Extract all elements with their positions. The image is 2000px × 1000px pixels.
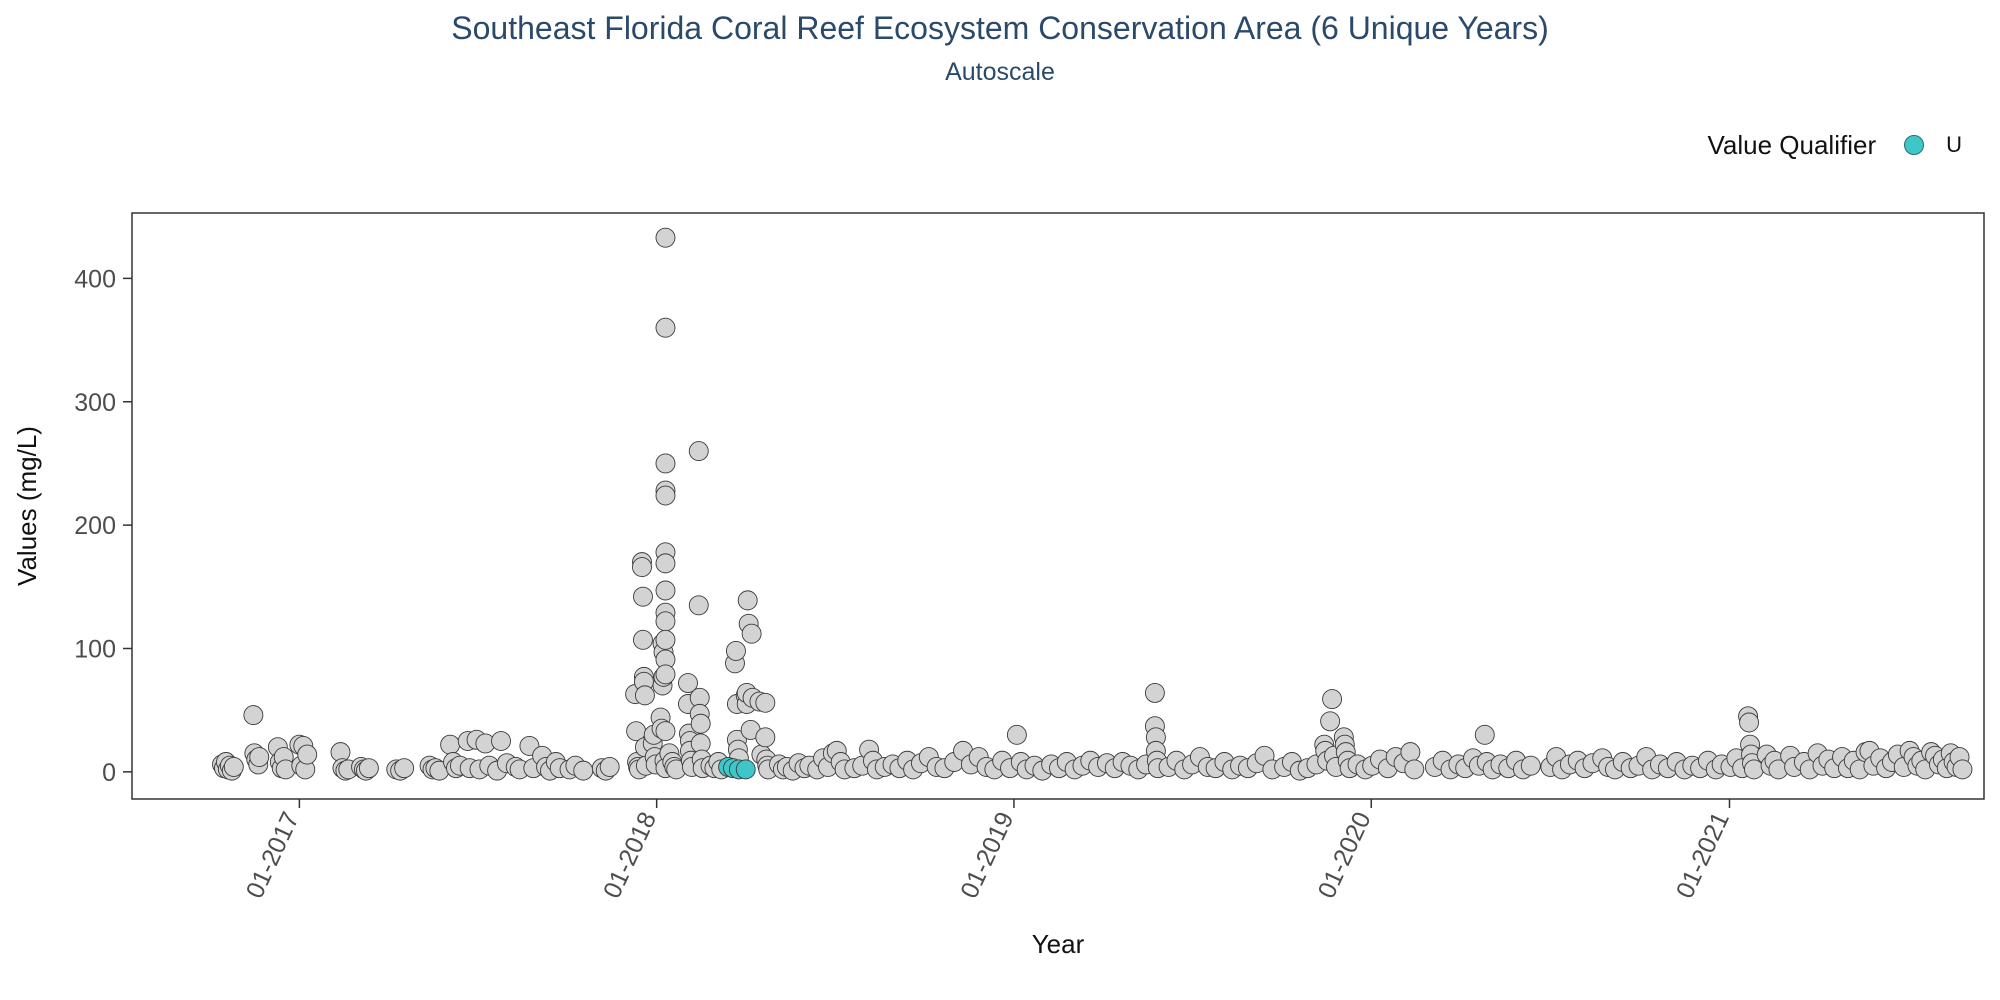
y-tick-label: 300 — [74, 389, 116, 417]
data-point — [655, 629, 676, 650]
data-point — [243, 705, 264, 726]
y-tick-label: 200 — [74, 512, 116, 540]
data-point — [655, 721, 676, 742]
data-point — [358, 758, 379, 779]
y-axis-title: Values (mg/L) — [12, 426, 42, 586]
data-point — [1400, 742, 1421, 763]
legend-label-u: U — [1946, 132, 1962, 157]
data-point — [223, 756, 244, 777]
plot-panel — [131, 212, 1985, 800]
data-point — [741, 623, 762, 644]
y-tick-label: 0 — [102, 759, 116, 787]
data-point — [599, 756, 620, 777]
data-point — [688, 595, 709, 616]
data-point — [491, 731, 511, 751]
data-point — [737, 590, 758, 611]
x-axis-title: Year — [1032, 929, 1085, 959]
data-point — [1520, 755, 1541, 776]
data-point — [1744, 759, 1764, 780]
data-point — [690, 713, 711, 734]
data-point — [655, 664, 676, 685]
data-point — [1144, 682, 1165, 703]
data-point — [1320, 711, 1341, 732]
data-point — [573, 760, 594, 781]
data-point — [655, 553, 676, 574]
data-point — [688, 441, 709, 462]
y-tick-label: 100 — [74, 635, 116, 663]
data-point — [633, 586, 653, 607]
data-point — [249, 747, 270, 768]
data-point — [1474, 724, 1495, 745]
data-point — [678, 673, 698, 693]
data-point — [297, 744, 318, 765]
legend-title: Value Qualifier — [1707, 129, 1877, 160]
data-point-u — [735, 759, 756, 780]
data-point — [655, 580, 676, 601]
x-tick-label: 01-2021 — [1671, 808, 1735, 903]
data-point — [726, 641, 746, 661]
data-point — [655, 485, 676, 506]
data-point — [655, 611, 676, 632]
data-point — [755, 727, 776, 748]
data-point — [1404, 759, 1425, 780]
data-point — [440, 734, 461, 755]
data-point — [655, 317, 676, 338]
data-point — [1006, 724, 1027, 745]
data-point — [394, 758, 415, 779]
chart-subtitle: Autoscale — [945, 58, 1055, 86]
data-point — [1952, 759, 1973, 780]
legend-key-u — [1904, 135, 1925, 155]
chart-title: Southeast Florida Coral Reef Ecosystem C… — [451, 10, 1549, 46]
data-point — [632, 557, 652, 578]
data-point — [633, 629, 653, 650]
x-tick-label: 01-2020 — [1313, 808, 1377, 903]
x-tick-label: 01-2018 — [598, 808, 662, 903]
x-tick-label: 01-2019 — [955, 808, 1019, 903]
data-point — [1739, 712, 1760, 733]
x-tick-label: 01-2017 — [241, 808, 305, 903]
data-point — [1322, 689, 1343, 710]
data-point — [655, 453, 676, 474]
data-point — [634, 685, 655, 706]
y-tick-label: 400 — [74, 265, 116, 293]
data-point — [755, 692, 776, 713]
data-point — [655, 227, 676, 248]
legend: Value Qualifier U — [1708, 128, 1971, 162]
